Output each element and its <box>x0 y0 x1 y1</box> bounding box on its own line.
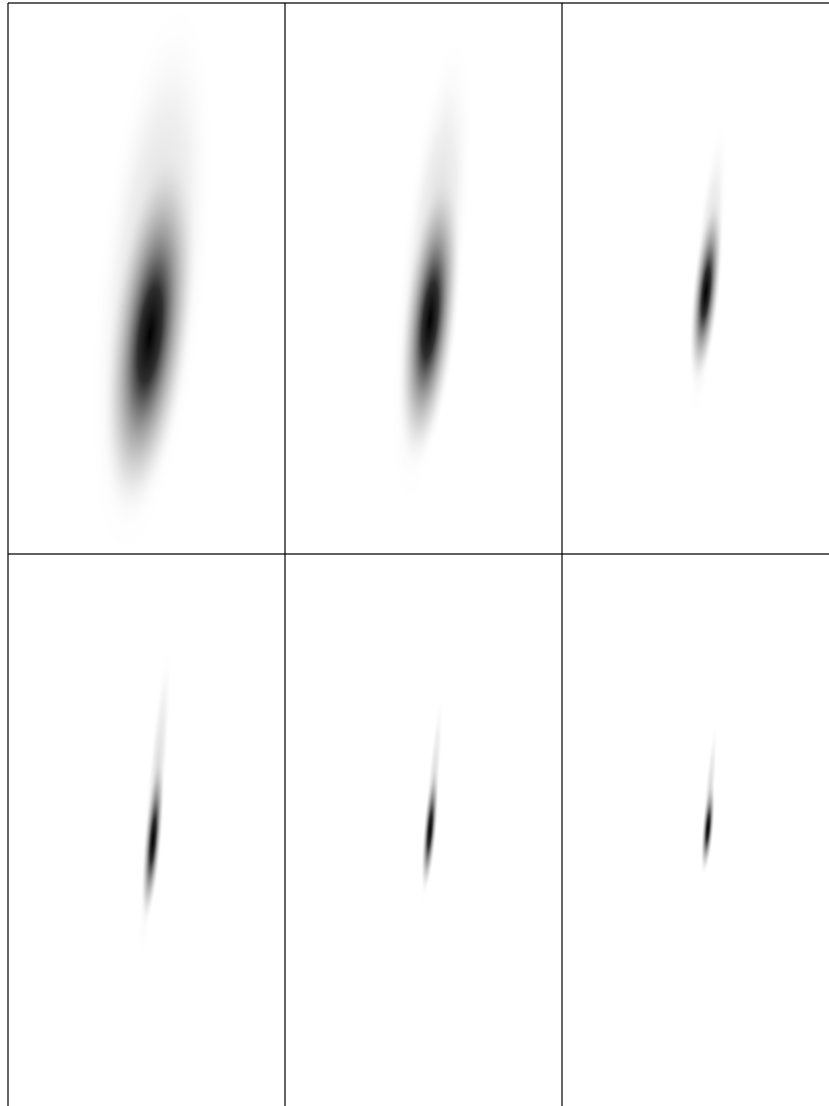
panel <box>697 720 721 880</box>
panel <box>132 640 178 960</box>
density-blob <box>698 780 718 877</box>
density-blob <box>417 765 442 896</box>
panel <box>375 28 489 512</box>
panel <box>416 690 447 910</box>
panel <box>68 0 237 569</box>
panel <box>681 119 735 420</box>
density-blob <box>137 755 170 926</box>
density-blob <box>682 196 730 388</box>
